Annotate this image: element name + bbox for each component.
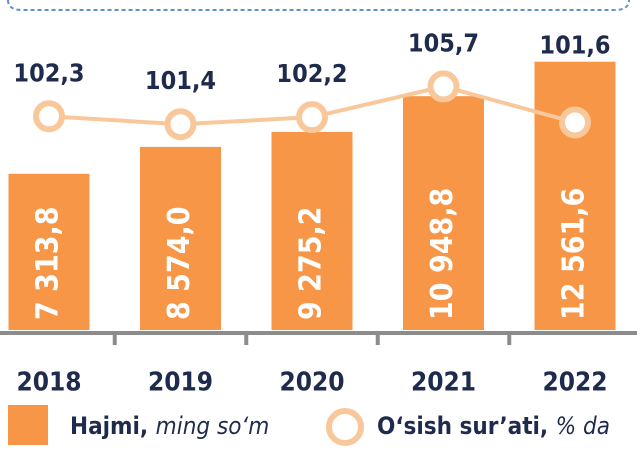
bar bbox=[140, 146, 221, 330]
x-tick-label: 2022 bbox=[542, 368, 607, 398]
line-value-label: 102,2 bbox=[276, 59, 347, 88]
x-tick-label: 2021 bbox=[411, 368, 476, 398]
bar bbox=[534, 61, 616, 330]
x-tick-label: 2018 bbox=[16, 368, 81, 398]
line-marker bbox=[164, 108, 197, 141]
frame-border bbox=[7, 0, 630, 11]
line-marker bbox=[296, 101, 328, 134]
legend-unit: ming so‘m bbox=[156, 412, 270, 440]
x-tick-label: 2020 bbox=[279, 368, 344, 398]
bar-value-label: 7 313,8 bbox=[31, 206, 66, 320]
line-value-label: 101,6 bbox=[539, 31, 610, 60]
bar bbox=[8, 173, 90, 330]
bar-value-label: 10 948,8 bbox=[425, 188, 460, 320]
bar-value-label: 8 574,0 bbox=[162, 206, 197, 320]
line-marker bbox=[559, 106, 591, 139]
legend: Hajmi, ming so‘m O‘sish sur’ati, % da bbox=[8, 405, 610, 446]
bar bbox=[271, 131, 353, 330]
bar bbox=[403, 96, 484, 330]
x-tick-label: 2019 bbox=[148, 368, 213, 398]
legend-name: Hajmi, bbox=[70, 412, 148, 440]
legend-unit: % da bbox=[556, 412, 610, 440]
legend-swatch-bar bbox=[8, 405, 48, 445]
legend-name: O‘sish sur’ati, bbox=[377, 412, 548, 440]
bar-value-label: 12 561,6 bbox=[557, 188, 592, 320]
line-marker bbox=[427, 70, 460, 103]
bar-value-label: 9 275,2 bbox=[294, 206, 329, 320]
legend-swatch-line bbox=[326, 408, 364, 446]
line-value-label: 105,7 bbox=[408, 28, 479, 57]
legend-label: Hajmi, ming so‘m bbox=[70, 412, 269, 440]
line-marker bbox=[33, 100, 65, 133]
line-value-label: 101,4 bbox=[145, 66, 216, 95]
legend-label: O‘sish sur’ati, % da bbox=[377, 412, 610, 440]
line-value-label: 102,3 bbox=[13, 58, 84, 87]
